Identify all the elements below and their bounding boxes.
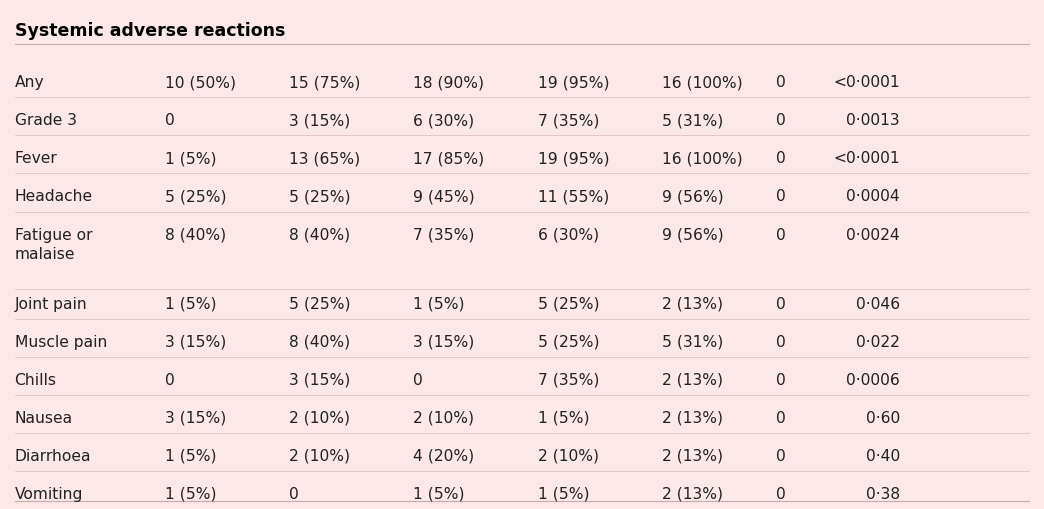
Text: 0·0004: 0·0004	[847, 189, 900, 204]
Text: 5 (31%): 5 (31%)	[662, 113, 723, 128]
Text: 2 (10%): 2 (10%)	[289, 448, 350, 463]
Text: 2 (13%): 2 (13%)	[662, 296, 722, 311]
Text: 0: 0	[289, 486, 299, 501]
Text: 2 (13%): 2 (13%)	[662, 410, 722, 425]
Text: 0: 0	[776, 151, 785, 166]
Text: 2 (13%): 2 (13%)	[662, 486, 722, 501]
Text: Grade 3: Grade 3	[15, 113, 76, 128]
Text: Systemic adverse reactions: Systemic adverse reactions	[15, 22, 285, 40]
Text: 0: 0	[776, 410, 785, 425]
Text: 3 (15%): 3 (15%)	[289, 372, 350, 387]
Text: Chills: Chills	[15, 372, 56, 387]
Text: 11 (55%): 11 (55%)	[538, 189, 609, 204]
Text: 1 (5%): 1 (5%)	[413, 296, 465, 311]
Text: 9 (56%): 9 (56%)	[662, 227, 723, 242]
Text: Any: Any	[15, 75, 44, 90]
Text: 5 (31%): 5 (31%)	[662, 334, 723, 349]
Text: 1 (5%): 1 (5%)	[165, 296, 216, 311]
Text: 1 (5%): 1 (5%)	[538, 410, 589, 425]
Text: Nausea: Nausea	[15, 410, 73, 425]
Text: 3 (15%): 3 (15%)	[289, 113, 350, 128]
Text: <0·0001: <0·0001	[833, 151, 900, 166]
Text: Fever: Fever	[15, 151, 57, 166]
Text: 18 (90%): 18 (90%)	[413, 75, 484, 90]
Text: 8 (40%): 8 (40%)	[165, 227, 226, 242]
Text: 2 (10%): 2 (10%)	[538, 448, 598, 463]
Text: 7 (35%): 7 (35%)	[413, 227, 475, 242]
Text: 9 (56%): 9 (56%)	[662, 189, 723, 204]
Text: 8 (40%): 8 (40%)	[289, 227, 350, 242]
Text: 8 (40%): 8 (40%)	[289, 334, 350, 349]
Text: 0·60: 0·60	[865, 410, 900, 425]
Text: 16 (100%): 16 (100%)	[662, 151, 742, 166]
Text: 5 (25%): 5 (25%)	[289, 189, 351, 204]
Text: 0: 0	[776, 296, 785, 311]
Text: 10 (50%): 10 (50%)	[165, 75, 236, 90]
Text: Muscle pain: Muscle pain	[15, 334, 106, 349]
Text: 0: 0	[776, 113, 785, 128]
Text: 16 (100%): 16 (100%)	[662, 75, 742, 90]
Text: 2 (10%): 2 (10%)	[289, 410, 350, 425]
Text: 13 (65%): 13 (65%)	[289, 151, 360, 166]
Text: 0: 0	[776, 372, 785, 387]
Text: 3 (15%): 3 (15%)	[165, 334, 226, 349]
Text: 0·38: 0·38	[865, 486, 900, 501]
Text: 0·0013: 0·0013	[847, 113, 900, 128]
Text: 7 (35%): 7 (35%)	[538, 372, 599, 387]
Text: 3 (15%): 3 (15%)	[165, 410, 226, 425]
Text: 2 (10%): 2 (10%)	[413, 410, 474, 425]
Text: 2 (13%): 2 (13%)	[662, 372, 722, 387]
Text: 0·0024: 0·0024	[847, 227, 900, 242]
Text: 5 (25%): 5 (25%)	[538, 296, 599, 311]
Text: 0: 0	[776, 448, 785, 463]
Text: 19 (95%): 19 (95%)	[538, 151, 609, 166]
Text: 5 (25%): 5 (25%)	[165, 189, 227, 204]
Text: 7 (35%): 7 (35%)	[538, 113, 599, 128]
Text: 19 (95%): 19 (95%)	[538, 75, 609, 90]
Text: 4 (20%): 4 (20%)	[413, 448, 474, 463]
Text: 0·40: 0·40	[865, 448, 900, 463]
Text: 0: 0	[165, 372, 174, 387]
Text: 6 (30%): 6 (30%)	[538, 227, 598, 242]
Text: 1 (5%): 1 (5%)	[165, 448, 216, 463]
Text: Fatigue or
malaise: Fatigue or malaise	[15, 227, 92, 262]
Text: 17 (85%): 17 (85%)	[413, 151, 484, 166]
Text: 1 (5%): 1 (5%)	[165, 151, 216, 166]
Text: 0·0006: 0·0006	[847, 372, 900, 387]
Text: 0·046: 0·046	[856, 296, 900, 311]
Text: Headache: Headache	[15, 189, 93, 204]
Text: 1 (5%): 1 (5%)	[165, 486, 216, 501]
Text: 5 (25%): 5 (25%)	[538, 334, 599, 349]
Text: <0·0001: <0·0001	[833, 75, 900, 90]
Text: 6 (30%): 6 (30%)	[413, 113, 474, 128]
Text: 5 (25%): 5 (25%)	[289, 296, 351, 311]
Text: 0·022: 0·022	[856, 334, 900, 349]
Text: 0: 0	[776, 189, 785, 204]
Text: Diarrhoea: Diarrhoea	[15, 448, 91, 463]
Text: 1 (5%): 1 (5%)	[538, 486, 589, 501]
Text: 1 (5%): 1 (5%)	[413, 486, 465, 501]
Text: Vomiting: Vomiting	[15, 486, 82, 501]
Text: 0: 0	[776, 334, 785, 349]
Text: 0: 0	[776, 486, 785, 501]
Text: 0: 0	[776, 227, 785, 242]
Text: 9 (45%): 9 (45%)	[413, 189, 475, 204]
Text: 3 (15%): 3 (15%)	[413, 334, 475, 349]
Text: 0: 0	[413, 372, 423, 387]
Text: Joint pain: Joint pain	[15, 296, 88, 311]
Text: 0: 0	[776, 75, 785, 90]
Text: 2 (13%): 2 (13%)	[662, 448, 722, 463]
Text: 0: 0	[165, 113, 174, 128]
Text: 15 (75%): 15 (75%)	[289, 75, 360, 90]
